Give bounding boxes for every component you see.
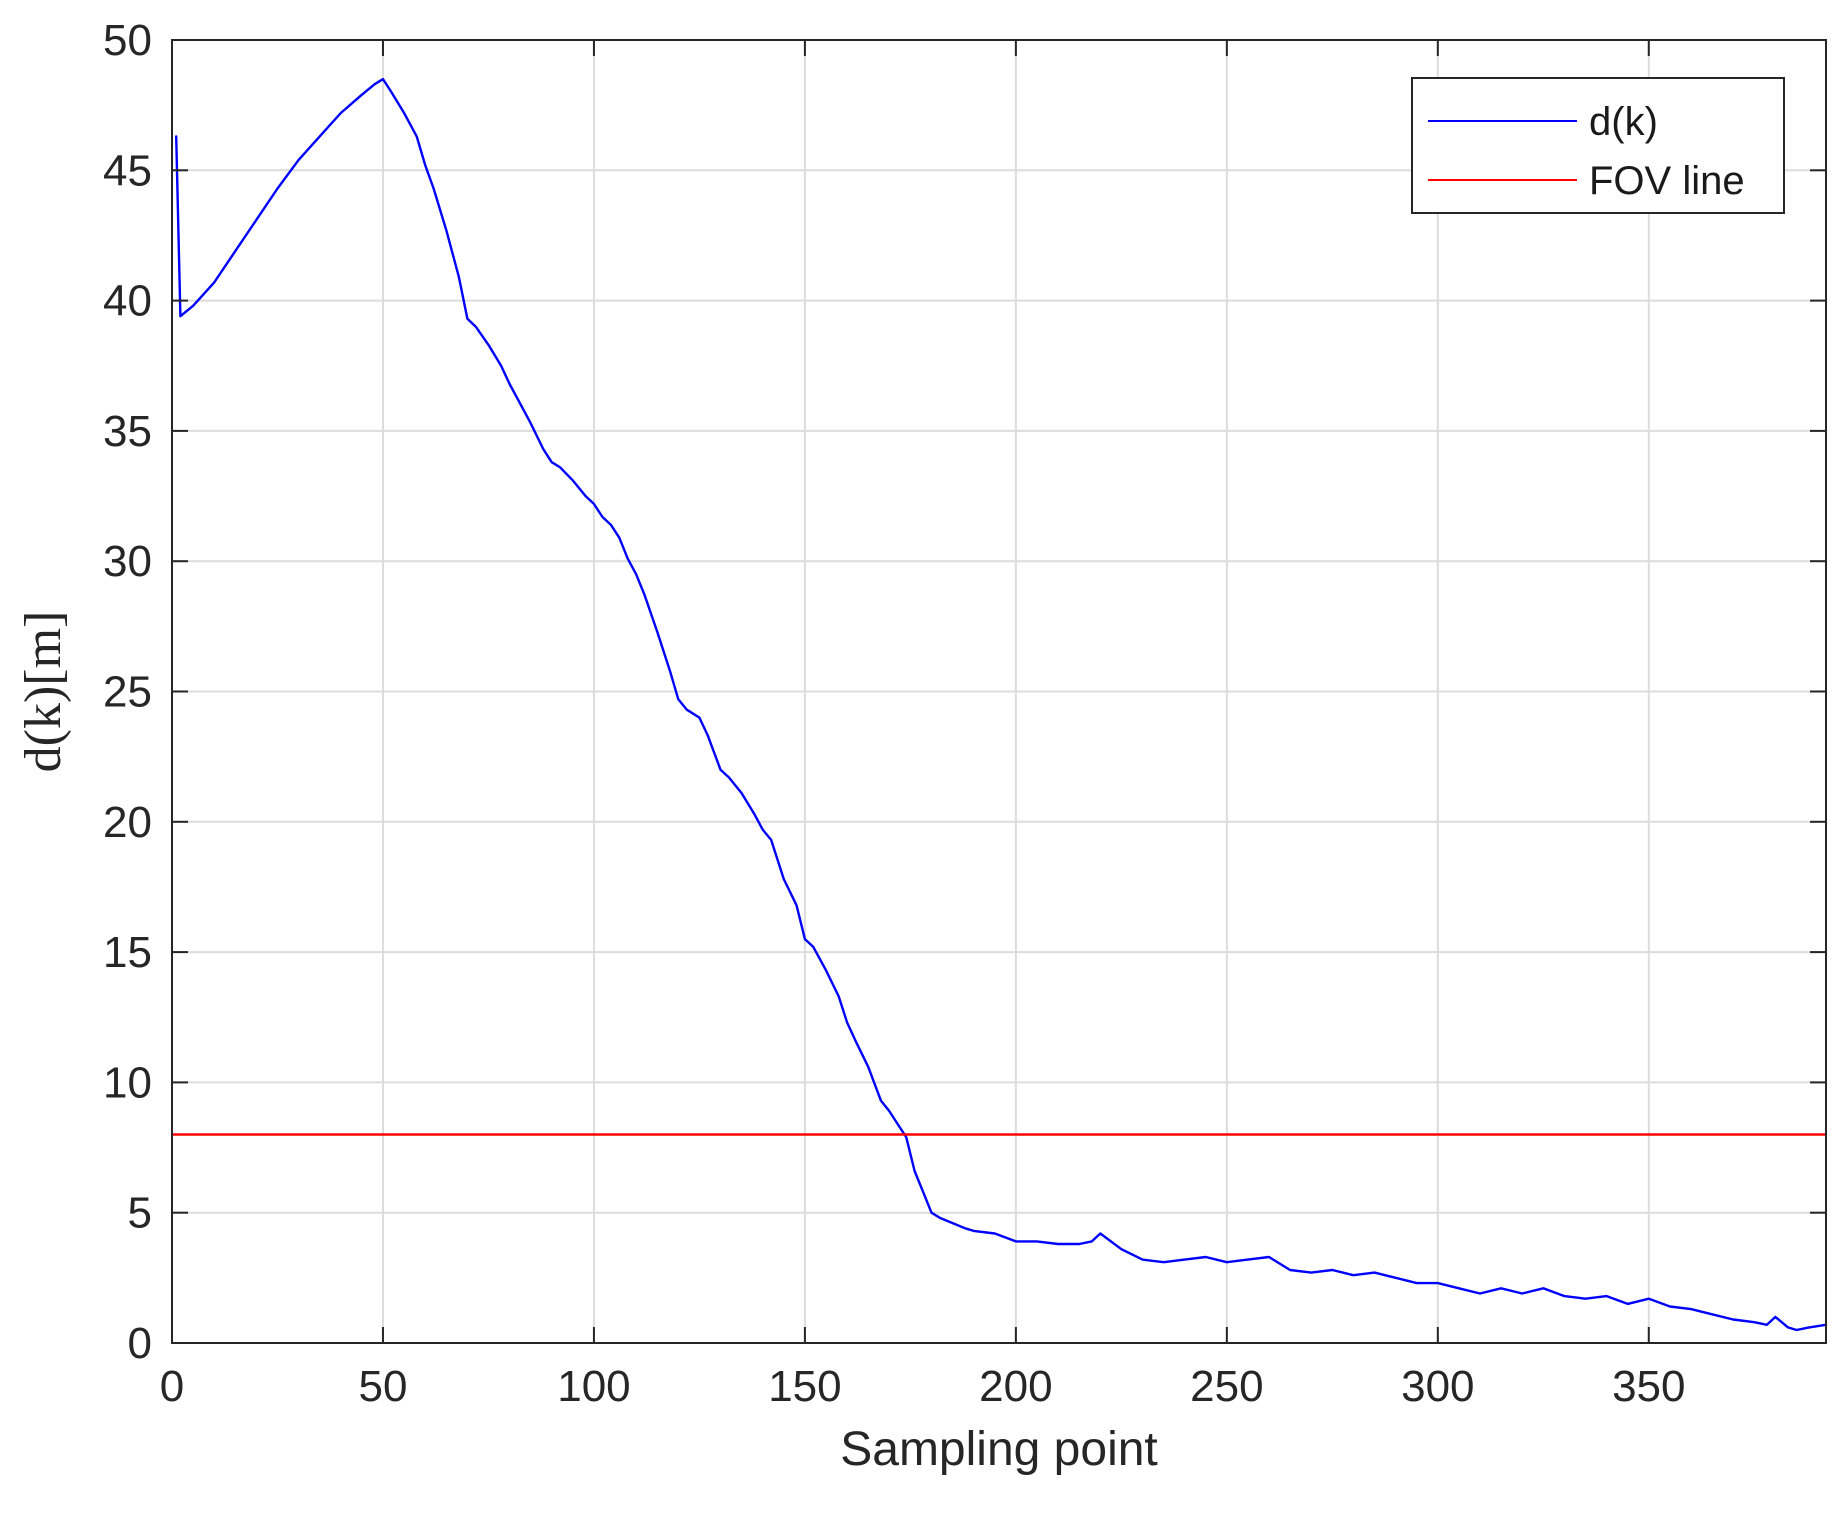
y-tick-label: 35 — [103, 407, 152, 456]
legend-label-dk: d(k) — [1589, 100, 1658, 144]
y-tick-label: 5 — [128, 1189, 152, 1238]
axis-ticks: 0 50 100 150 200 250 300 350 0 5 10 15 20 25 30 35 40 45 5… — [103, 16, 1826, 1411]
y-tick-label: 15 — [103, 928, 152, 977]
legend-label-fov-line: FOV line — [1589, 159, 1745, 203]
y-axis-label: d(k)[m] — [15, 611, 72, 773]
grid-lines — [171, 39, 1826, 1344]
y-tick-label: 30 — [103, 537, 152, 586]
y-tick-label: 10 — [103, 1058, 152, 1107]
x-tick-label: 200 — [979, 1362, 1052, 1411]
y-tick-label: 50 — [103, 16, 152, 65]
series-line-d-k — [174, 77, 1828, 1332]
x-tick-label: 350 — [1612, 1362, 1685, 1411]
y-tick-label: 0 — [128, 1319, 152, 1368]
y-tick-label: 40 — [103, 277, 152, 326]
x-tick-label: 50 — [358, 1362, 407, 1411]
x-axis-label: Sampling point — [840, 1423, 1158, 1476]
series-lines — [170, 77, 1828, 1332]
x-tick-label: 0 — [160, 1362, 184, 1411]
y-tick-label: 45 — [103, 146, 152, 195]
legend-box — [1411, 77, 1785, 214]
y-tick-label: 20 — [103, 798, 152, 847]
legend: d(k) FOV line — [1411, 77, 1785, 214]
y-tick-label: 25 — [103, 668, 152, 717]
x-tick-label: 250 — [1190, 1362, 1263, 1411]
x-tick-label: 100 — [557, 1362, 630, 1411]
x-tick-label: 150 — [768, 1362, 841, 1411]
x-tick-label: 300 — [1401, 1362, 1474, 1411]
